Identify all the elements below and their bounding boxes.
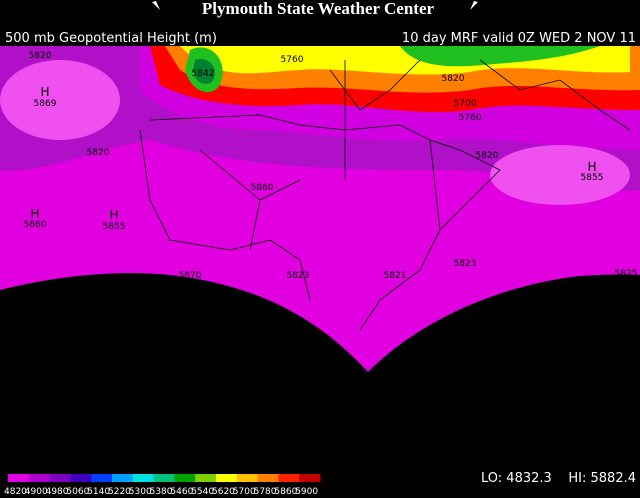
contour-label: 5820 [442,74,465,84]
contour-label: 5835 [615,269,638,279]
scale-swatch [216,474,238,482]
scale-swatch [132,474,155,482]
scale-label: 4820 [4,487,27,497]
contour-label: 5820 [87,148,110,158]
high-marker: H [109,208,118,222]
scale-swatch [174,474,196,482]
scale-swatch [28,474,51,482]
subtitle-right: 10 day MRF valid 0Z WED 2 NOV 11 [402,31,636,46]
scale-label: 5060 [66,487,89,497]
scale-label: 5700 [233,487,256,497]
low-value: LO: 4832.3 [481,471,552,486]
scale-label: 5300 [129,487,152,497]
high-marker: H [40,85,49,99]
scale-label: 5380 [150,487,173,497]
scale-label: 5540 [191,487,214,497]
scale-swatch [8,474,30,482]
high-marker: H [587,160,596,174]
high-marker: H [30,207,39,221]
contour-label: 5760 [459,113,482,123]
scale-swatch [91,474,113,482]
scale-label: 5860 [274,487,297,497]
scale-label: 5460 [170,487,193,497]
color-scale: 4820490049805060514052205300538054605540… [4,474,321,497]
scale-label: 5780 [254,487,277,497]
contour-label: 5855 [103,222,126,232]
scale-swatch [236,474,259,482]
contour-label: 5820 [29,51,52,61]
contour-label: 5760 [281,55,304,65]
scale-label: 4900 [25,487,48,497]
scale-swatch [112,474,134,482]
contour-label: 5842 [192,69,215,79]
contour-label: 5860 [251,183,274,193]
scale-label: 5620 [212,487,235,497]
scale-swatch [195,474,217,482]
contour-labels: 5820 5869 5842 5760 5820 5700 5760 5820 … [24,51,638,281]
high-value: HI: 5882.4 [568,471,636,486]
scale-label: 5220 [108,487,131,497]
scale-label: 5900 [295,487,318,497]
scale-swatch [49,474,71,482]
contour-label: 5860 [24,220,47,230]
map [0,46,640,470]
contour-label: 5823 [287,271,310,281]
scale-swatch [278,474,300,482]
scale-swatch [153,474,175,482]
contour-label: 5823 [454,259,477,269]
contour-label: 5870 [179,271,202,281]
scale-swatch [70,474,92,482]
subtitle-left: 500 mb Geopotential Height (m) [5,31,217,46]
contour-label: 5869 [34,99,57,109]
scale-swatch [257,474,279,482]
title: Plymouth State Weather Center [202,0,435,18]
contour-label: 5700 [454,99,477,109]
contour-label: 5855 [581,173,604,183]
contour-label: 5820 [476,151,499,161]
contour-label: 5821 [384,271,407,281]
scale-label: 5140 [87,487,110,497]
scale-swatch [299,474,321,482]
scale-label: 4980 [46,487,69,497]
